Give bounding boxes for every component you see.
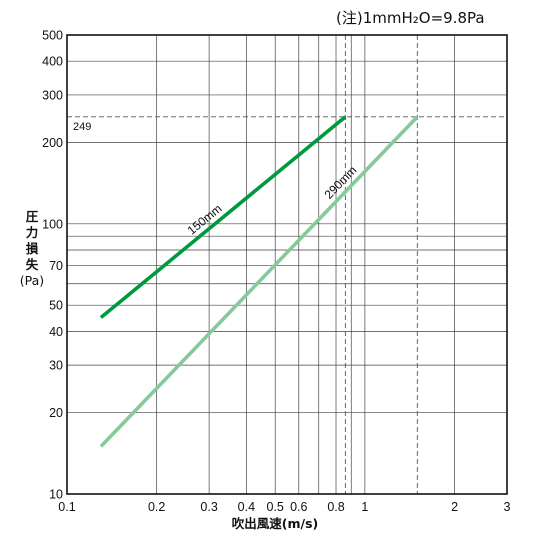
x-tick-label: 0.5	[267, 500, 284, 514]
y-tick-label: 400	[42, 55, 63, 69]
y-axis-title: 圧 力 損 失 (Pa)	[20, 209, 44, 288]
x-tick-label: 0.8	[327, 500, 344, 514]
grid-layer	[66, 34, 508, 495]
reference-lines: 249	[67, 35, 507, 494]
y-axis-title-line: 失	[26, 257, 39, 272]
y-axis-title-line: 損	[26, 241, 39, 256]
y-tick-label: 70	[49, 259, 63, 273]
x-tick-label: 0.3	[200, 500, 217, 514]
series-line-290mm	[99, 115, 419, 448]
y-axis-title-line: 力	[26, 225, 39, 240]
y-axis-title-line: 圧	[26, 209, 39, 224]
y-tick-label: 100	[42, 217, 63, 231]
x-tick-label: 0.4	[238, 500, 255, 514]
plot-frame	[66, 34, 508, 495]
unit-note: (注)1mmH₂O=9.8Pa	[336, 9, 485, 27]
series-line-150mm	[99, 115, 347, 319]
x-tick-label: 2	[451, 500, 458, 514]
y-tick-label: 200	[42, 136, 63, 150]
x-tick-label: 0.1	[58, 500, 75, 514]
y-tick-label: 20	[49, 406, 63, 420]
reference-label-249: 249	[73, 121, 91, 133]
y-tick-label: 30	[49, 359, 63, 373]
x-tick-label: 0.6	[290, 500, 307, 514]
y-tick-label: 300	[42, 88, 63, 102]
x-tick-label: 3	[504, 500, 511, 514]
tick-labels: 0.1 0.2 0.3 0.4 0.5 0.6 0.8 1 2 3 10 20 30 40 50 70 100 2…	[42, 29, 510, 515]
y-tick-label: 500	[42, 29, 63, 43]
y-tick-label: 50	[49, 299, 63, 313]
y-tick-label: 10	[49, 488, 63, 502]
x-tick-label: 0.2	[148, 500, 165, 514]
y-tick-label: 40	[49, 325, 63, 339]
x-axis-title: 吹出風速(m/s)	[232, 516, 318, 531]
x-tick-label: 1	[361, 500, 368, 514]
y-axis-title-line: (Pa)	[20, 273, 44, 288]
